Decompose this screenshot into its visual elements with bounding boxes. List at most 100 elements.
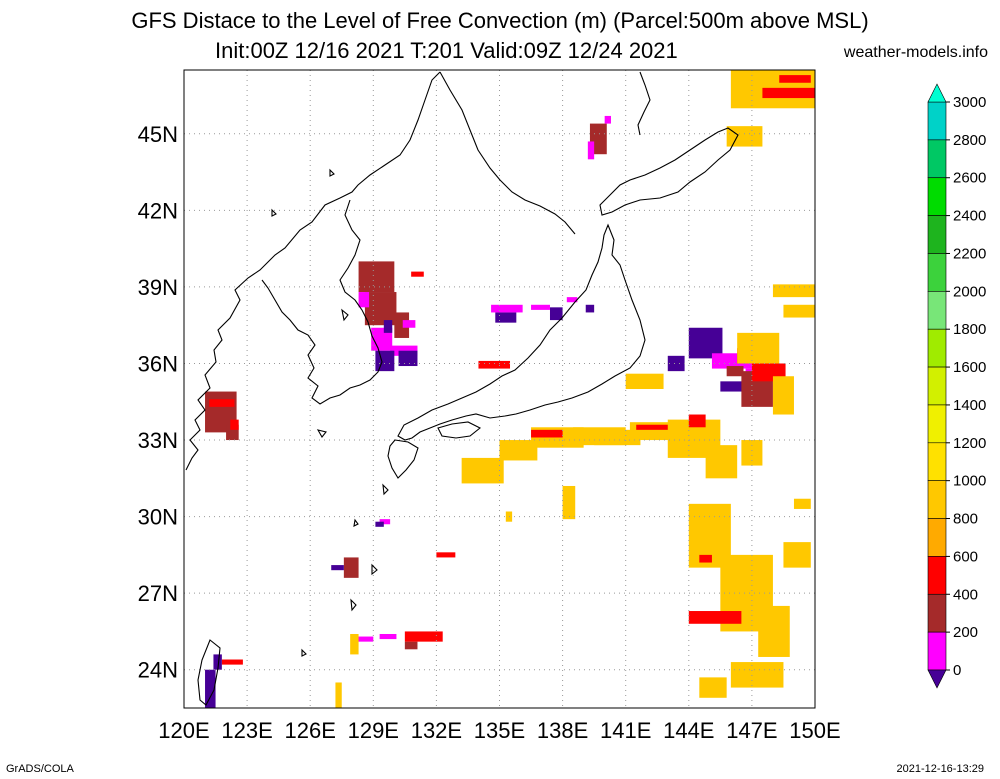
- sea-japan-magenta-cell: [491, 304, 523, 313]
- southern-front-red-cell: [531, 429, 563, 438]
- korea-purple-cell: [398, 350, 418, 367]
- colorbar-label: 3000: [953, 94, 986, 111]
- colorbar-label: 600: [953, 548, 978, 565]
- southern-front-cell: [461, 457, 504, 484]
- lat-label: 27N: [138, 581, 178, 606]
- korea-dlfc-cell: [358, 261, 395, 293]
- colorbar-label: 800: [953, 511, 978, 528]
- colorbar-label: 1800: [953, 321, 986, 338]
- lat-tick-labels: 45N 42N 39N 36N 33N 30N 27N 24N: [138, 122, 178, 683]
- misc-south-dlfc-cell: [343, 557, 359, 578]
- colorbar-top-arrow: [927, 83, 947, 103]
- sea-japan-magenta-cell: [531, 304, 550, 310]
- generation-timestamp: 2021-12-16-13:29: [896, 763, 984, 775]
- southeast-yellow-cell: [793, 498, 811, 509]
- southern-front-cell: [741, 440, 763, 466]
- colorbar-label: 1200: [953, 435, 986, 452]
- lat-label: 39N: [138, 275, 178, 300]
- lat-label: 36N: [138, 351, 178, 376]
- lon-label: 126E: [285, 718, 336, 743]
- misc-yellow-cell: [562, 485, 576, 520]
- colorbar-label: 400: [953, 586, 978, 603]
- northeast-red-cell: [762, 87, 815, 99]
- colorbar-swatch: [927, 139, 947, 179]
- southeast-yellow-cell: [758, 605, 790, 657]
- southeast-red-cell: [699, 554, 712, 563]
- sakhalin-magenta-cell: [587, 141, 595, 160]
- red-strip-1-cell: [478, 360, 511, 369]
- misc-south-magenta-cell: [379, 633, 397, 640]
- lat-label: 45N: [138, 122, 178, 147]
- lat-label: 30N: [138, 505, 178, 530]
- southeast-yellow-cell: [730, 662, 784, 688]
- colorbar-swatch: [927, 101, 947, 141]
- lon-label: 144E: [663, 718, 714, 743]
- misc-south-red-cell: [221, 659, 243, 665]
- lat-label: 33N: [138, 428, 178, 453]
- lon-label: 147E: [726, 718, 777, 743]
- northeast-yellow-cell: [783, 304, 815, 318]
- lon-label: 141E: [600, 718, 651, 743]
- pacific-yellow-1-cell: [772, 376, 794, 415]
- korea-magenta-cell: [358, 292, 370, 308]
- misc-south-red-cell: [436, 552, 456, 558]
- lon-label: 150E: [789, 718, 840, 743]
- colorbar-swatch: [927, 253, 947, 292]
- colorbar-swatch: [927, 328, 947, 368]
- sea-japan-magenta-cell: [566, 297, 578, 303]
- misc-south-dlfc-cell: [404, 641, 418, 650]
- colorbar-label: 2800: [953, 132, 986, 149]
- colorbar-bottom-arrow: [927, 669, 947, 689]
- lon-label: 120E: [158, 718, 209, 743]
- lon-label: 138E: [537, 718, 588, 743]
- korea-dlfc-cell: [364, 292, 397, 326]
- misc-south-purple-cell: [213, 654, 222, 670]
- misc-south-magenta-cell: [379, 519, 391, 525]
- taiwan-red-cell: [209, 399, 235, 407]
- colorbar-swatch: [927, 518, 947, 557]
- northeast-yellow-cell: [726, 126, 763, 147]
- sea-japan-purple-cell: [585, 304, 595, 313]
- lon-label: 132E: [411, 718, 462, 743]
- korea-magenta-cell: [402, 320, 416, 328]
- southeast-yellow-cell: [699, 677, 727, 698]
- misc-yellow-cell: [335, 682, 342, 708]
- sea-japan-purple-cell: [495, 312, 517, 323]
- software-credit: GrADS/COLA: [6, 763, 74, 775]
- southeast-red-cell: [688, 611, 742, 624]
- northeast-yellow-cell: [772, 284, 815, 298]
- dlfc-field: [205, 70, 815, 708]
- red-strip-1-cell: [411, 271, 424, 277]
- misc-south-purple-cell: [331, 565, 344, 571]
- southern-front-cell: [705, 445, 738, 479]
- pacific-ne-purple-cell: [720, 381, 746, 392]
- sakhalin-magenta-cell: [604, 115, 611, 124]
- colorbar-swatch: [927, 215, 947, 254]
- colorbar-swatch: [927, 366, 947, 406]
- pacific-yellow-1-cell: [625, 373, 664, 389]
- colorbar-swatch: [927, 177, 947, 216]
- colorbar-label: 200: [953, 624, 978, 641]
- colorbar-label: 1600: [953, 359, 986, 376]
- lat-label: 24N: [138, 658, 178, 683]
- lat-label: 42N: [138, 198, 178, 223]
- coastlines: [185, 71, 739, 706]
- colorbar-swatch: [927, 442, 947, 481]
- lon-tick-labels: 120E 123E 126E 129E 132E 135E 138E 141E 144E 147E…: [158, 718, 840, 743]
- lon-label: 123E: [221, 718, 272, 743]
- site-credit: weather-models.info: [843, 44, 988, 61]
- lon-label: 129E: [348, 718, 399, 743]
- misc-yellow-cell: [350, 633, 359, 655]
- korea-dlfc-cell: [394, 312, 410, 338]
- misc-south-purple-cell: [375, 521, 384, 527]
- pacific-ne-dlfc-cell: [726, 366, 744, 377]
- northeast-red-cell: [779, 75, 811, 83]
- southern-front-red-cell: [688, 414, 706, 428]
- map-title: GFS Distace to the Level of Free Convect…: [131, 8, 869, 33]
- southeast-yellow-cell: [783, 542, 811, 568]
- misc-south-magenta-cell: [352, 636, 374, 642]
- map-subtitle: Init:00Z 12/16 2021 T:201 Valid:09Z 12/2…: [215, 38, 678, 63]
- colorbar-label: 2000: [953, 283, 986, 300]
- colorbar-swatch: [927, 556, 947, 595]
